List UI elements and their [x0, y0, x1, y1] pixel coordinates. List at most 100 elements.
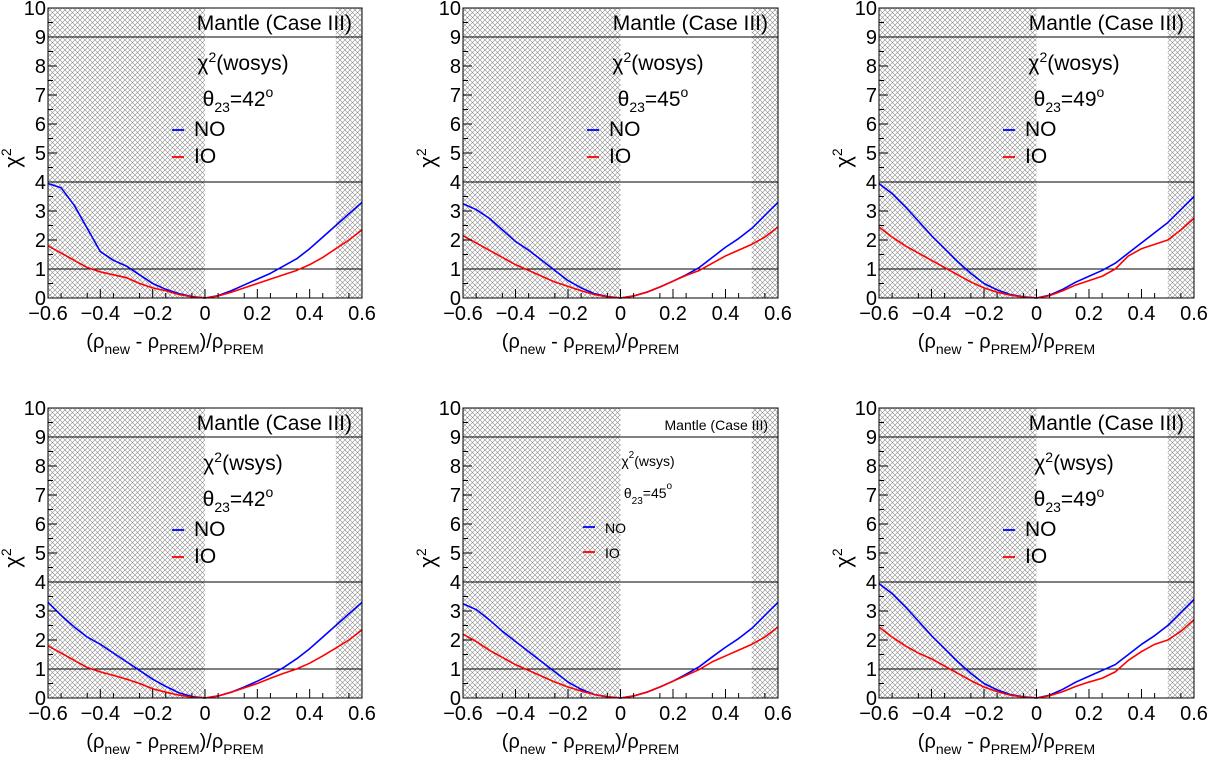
x-tick-label: −0.2 [133, 303, 172, 325]
y-tick-label: 2 [35, 230, 46, 252]
y-tick-label: 3 [35, 601, 46, 623]
legend-label: NO [609, 118, 641, 141]
y-tick-label: 5 [450, 143, 461, 165]
x-tick-label: −0.4 [496, 703, 535, 725]
x-tick-label: −0.6 [28, 703, 67, 725]
stat-label: χ2(wsys) [621, 450, 674, 469]
shaded-region [335, 8, 362, 298]
shaded-region [463, 8, 621, 298]
y-tick-label: 0 [866, 688, 877, 710]
x-axis-label: (ρnew - ρPREM)/ρPREM [86, 731, 263, 757]
y-tick-label: 0 [35, 688, 46, 710]
y-tick-label: 1 [866, 659, 877, 681]
y-tick-label: 10 [855, 0, 877, 20]
x-tick-label: 0.4 [712, 703, 740, 725]
y-tick-label: 4 [450, 572, 461, 594]
shaded-region [751, 408, 778, 698]
y-tick-label: 10 [439, 398, 461, 420]
y-tick-label: 8 [866, 56, 877, 78]
shaded-region [335, 408, 362, 698]
x-tick-label: 0 [199, 703, 210, 725]
y-tick-label: 7 [450, 485, 461, 507]
theta-label: θ23=45o [624, 481, 673, 507]
theta-label: θ23=45o [618, 84, 689, 115]
y-tick-label: 6 [450, 514, 461, 536]
legend-label: IO [1025, 545, 1047, 568]
chart-panel-2: 0 1 2 3 4 5 6 7 8 9 10 −0.6 −0.4 −0.2 0 0.2 0.4 0.6 (ρnew … [413, 0, 792, 357]
y-tick-label: 5 [35, 543, 46, 565]
legend-label: IO [605, 545, 620, 561]
x-tick-label: −0.6 [859, 703, 898, 725]
x-tick-label: −0.4 [496, 303, 535, 325]
y-tick-label: 6 [866, 514, 877, 536]
y-tick-label: 7 [866, 485, 877, 507]
y-tick-label: 9 [35, 27, 46, 49]
y-tick-label: 3 [35, 201, 46, 223]
legend-label: IO [194, 545, 216, 568]
shaded-region [48, 8, 205, 298]
y-tick-label: 0 [866, 288, 877, 310]
y-tick-label: 6 [35, 114, 46, 136]
y-tick-label: 1 [35, 259, 46, 281]
y-tick-label: 5 [35, 143, 46, 165]
x-tick-label: 0.6 [1180, 303, 1208, 325]
y-tick-label: 6 [35, 514, 46, 536]
x-tick-label: 0.4 [296, 703, 324, 725]
y-tick-label: 0 [35, 288, 46, 310]
shaded-region [463, 408, 621, 698]
y-tick-label: 8 [866, 456, 877, 478]
legend-label: NO [194, 518, 226, 541]
x-tick-label: 0.4 [712, 303, 740, 325]
y-tick-label: 10 [855, 398, 877, 420]
theta-label: θ23=49o [1034, 484, 1105, 515]
x-tick-label: 0.2 [659, 703, 687, 725]
x-tick-label: −0.6 [443, 703, 482, 725]
x-tick-label: 0.4 [1128, 303, 1156, 325]
x-tick-label: 0 [615, 703, 626, 725]
y-tick-label: 7 [450, 85, 461, 107]
y-tick-label: 0 [450, 288, 461, 310]
y-tick-label: 10 [24, 398, 46, 420]
y-tick-label: 4 [450, 172, 461, 194]
stat-label: χ2(wosys) [1028, 49, 1119, 75]
y-tick-label: 3 [450, 201, 461, 223]
x-tick-label: −0.2 [133, 703, 172, 725]
x-axis-label: (ρnew - ρPREM)/ρPREM [502, 331, 679, 357]
stat-label: χ2(wsys) [1034, 449, 1113, 475]
y-tick-label: 4 [35, 572, 46, 594]
y-tick-label: 1 [35, 659, 46, 681]
x-axis-label: (ρnew - ρPREM)/ρPREM [918, 331, 1095, 357]
shaded-region [1167, 408, 1194, 698]
y-tick-label: 6 [866, 114, 877, 136]
x-tick-label: −0.6 [859, 303, 898, 325]
y-tick-label: 4 [35, 172, 46, 194]
shaded-region [1167, 8, 1194, 298]
y-tick-label: 8 [450, 56, 461, 78]
x-tick-label: −0.6 [443, 303, 482, 325]
y-tick-label: 5 [866, 143, 877, 165]
y-tick-label: 9 [35, 427, 46, 449]
y-tick-label: 8 [35, 56, 46, 78]
x-tick-label: −0.4 [81, 703, 120, 725]
x-tick-label: 0 [615, 303, 626, 325]
theta-label: θ23=42o [203, 84, 274, 115]
y-tick-label: 7 [866, 85, 877, 107]
y-tick-label: 9 [450, 427, 461, 449]
stat-label: χ2(wsys) [203, 449, 282, 475]
y-tick-label: 1 [450, 259, 461, 281]
panel-title: Mantle (Case III) [613, 12, 768, 35]
y-tick-label: 9 [866, 427, 877, 449]
legend-label: NO [605, 520, 626, 536]
shaded-region [751, 8, 778, 298]
y-tick-label: 4 [866, 572, 877, 594]
y-tick-label: 1 [866, 259, 877, 281]
shaded-region [879, 408, 1037, 698]
y-tick-label: 5 [866, 543, 877, 565]
panel-title: Mantle (Case III) [1029, 12, 1184, 35]
x-tick-label: 0.2 [243, 303, 271, 325]
x-tick-label: −0.2 [548, 303, 587, 325]
x-tick-label: 0.2 [1075, 303, 1103, 325]
x-tick-label: −0.4 [912, 703, 951, 725]
y-tick-label: 8 [450, 456, 461, 478]
